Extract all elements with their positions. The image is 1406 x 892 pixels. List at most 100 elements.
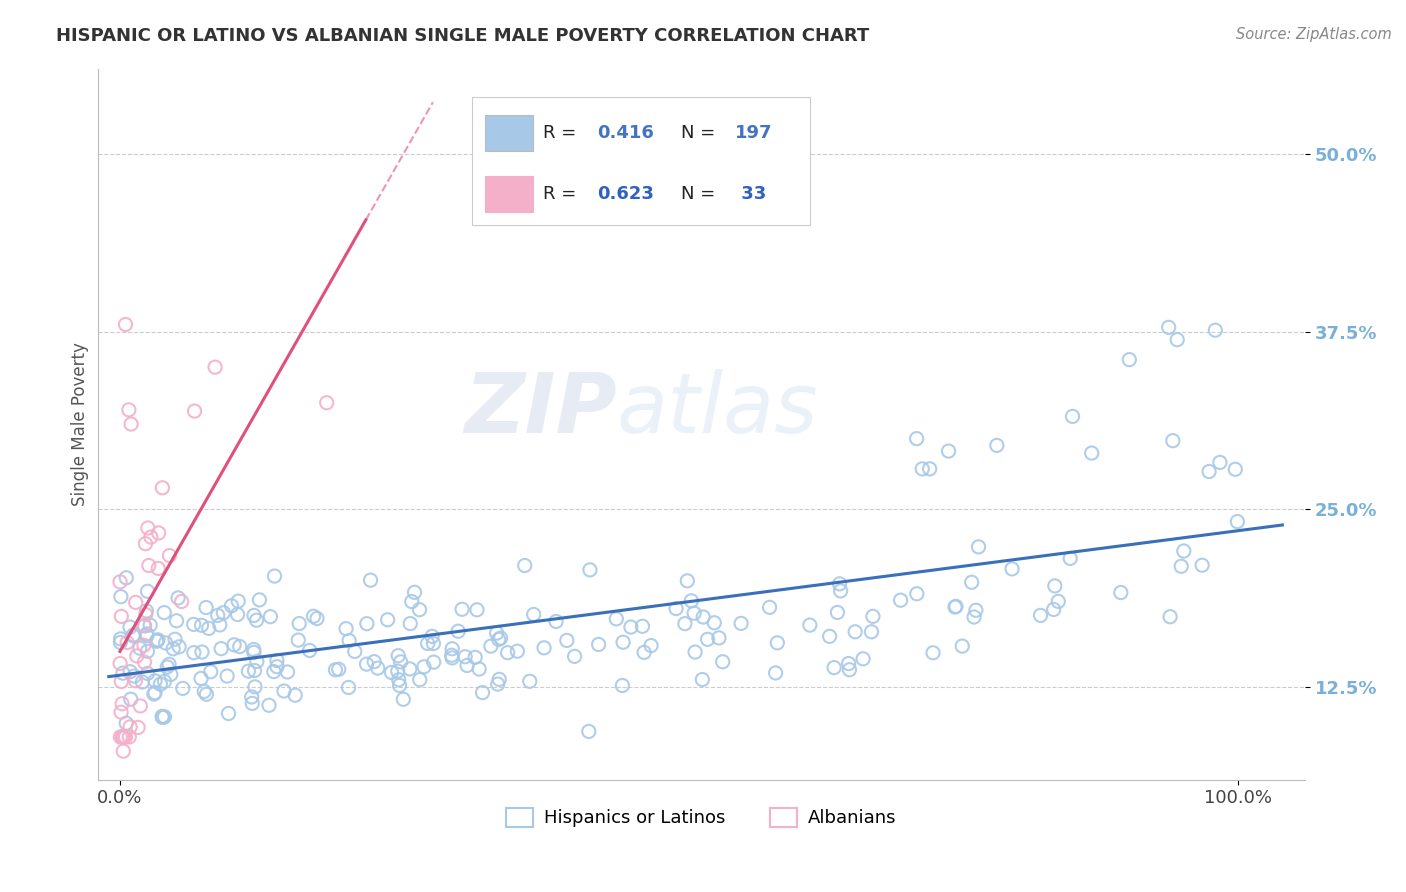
Point [131, 675, 153, 690]
Point [242, 642, 264, 657]
Point [135, 604, 157, 618]
Point [844, 624, 866, 639]
Point [506, 644, 529, 658]
Point [195, 600, 218, 615]
Point [945, 599, 967, 614]
Point [890, 593, 912, 607]
Point [153, 606, 176, 620]
Point [905, 587, 928, 601]
Point [683, 645, 706, 659]
Point [454, 649, 477, 664]
Point [838, 657, 860, 671]
Point [1080, 446, 1102, 460]
Point [190, 618, 212, 632]
Point [125, 595, 148, 609]
Point [134, 655, 156, 669]
Point [343, 644, 366, 658]
Point [155, 636, 177, 650]
Point [115, 635, 138, 649]
Point [960, 575, 983, 590]
Point [1209, 455, 1232, 469]
Point [404, 585, 426, 599]
Point [120, 665, 142, 679]
Point [143, 673, 166, 688]
Point [167, 591, 190, 605]
Point [120, 417, 142, 431]
Point [838, 663, 860, 677]
Point [110, 705, 132, 719]
Point [673, 616, 696, 631]
Point [389, 655, 412, 669]
Point [765, 665, 787, 680]
Point [132, 618, 155, 632]
Point [146, 632, 169, 647]
Point [110, 730, 132, 744]
Point [145, 634, 167, 648]
Point [298, 643, 321, 657]
Point [422, 636, 444, 650]
Point [363, 655, 385, 669]
Point [578, 724, 600, 739]
Point [284, 688, 307, 702]
Point [163, 632, 186, 647]
Point [513, 558, 536, 573]
Point [195, 687, 218, 701]
Point [111, 730, 134, 744]
Point [240, 697, 263, 711]
Point [115, 716, 138, 731]
Point [122, 669, 145, 683]
Point [135, 607, 157, 622]
Point [120, 720, 142, 734]
Point [226, 594, 249, 608]
Point [1043, 579, 1066, 593]
Point [315, 395, 337, 409]
Point [325, 663, 347, 677]
Point [229, 640, 252, 654]
Point [110, 674, 132, 689]
Point [1166, 333, 1188, 347]
Point [209, 641, 232, 656]
Point [135, 627, 157, 641]
Point [464, 650, 486, 665]
Point [681, 594, 703, 608]
Point [183, 617, 205, 632]
Point [356, 657, 378, 672]
Point [828, 577, 851, 591]
Point [1029, 608, 1052, 623]
Point [387, 648, 409, 663]
Point [136, 644, 159, 658]
Point [114, 318, 136, 332]
Point [862, 609, 884, 624]
Point [136, 521, 159, 535]
Point [190, 672, 212, 686]
Point [156, 660, 179, 674]
Point [918, 462, 941, 476]
Point [486, 677, 509, 691]
Point [465, 603, 488, 617]
Point [496, 646, 519, 660]
Point [451, 602, 474, 616]
Point [166, 614, 188, 628]
Point [703, 615, 725, 630]
Point [139, 618, 162, 632]
Point [125, 648, 148, 663]
Point [240, 690, 263, 704]
Point [1118, 352, 1140, 367]
Point [986, 438, 1008, 452]
Point [139, 530, 162, 544]
Point [546, 615, 568, 629]
Point [1109, 585, 1132, 599]
Point [152, 710, 174, 724]
Point [489, 631, 512, 645]
Point [408, 603, 430, 617]
Point [422, 655, 444, 669]
Point [243, 664, 266, 678]
Point [440, 648, 463, 663]
Point [129, 698, 152, 713]
Point [409, 673, 432, 687]
Point [170, 594, 193, 608]
Point [148, 525, 170, 540]
Point [162, 641, 184, 656]
Point [388, 678, 411, 692]
Point [683, 606, 706, 620]
